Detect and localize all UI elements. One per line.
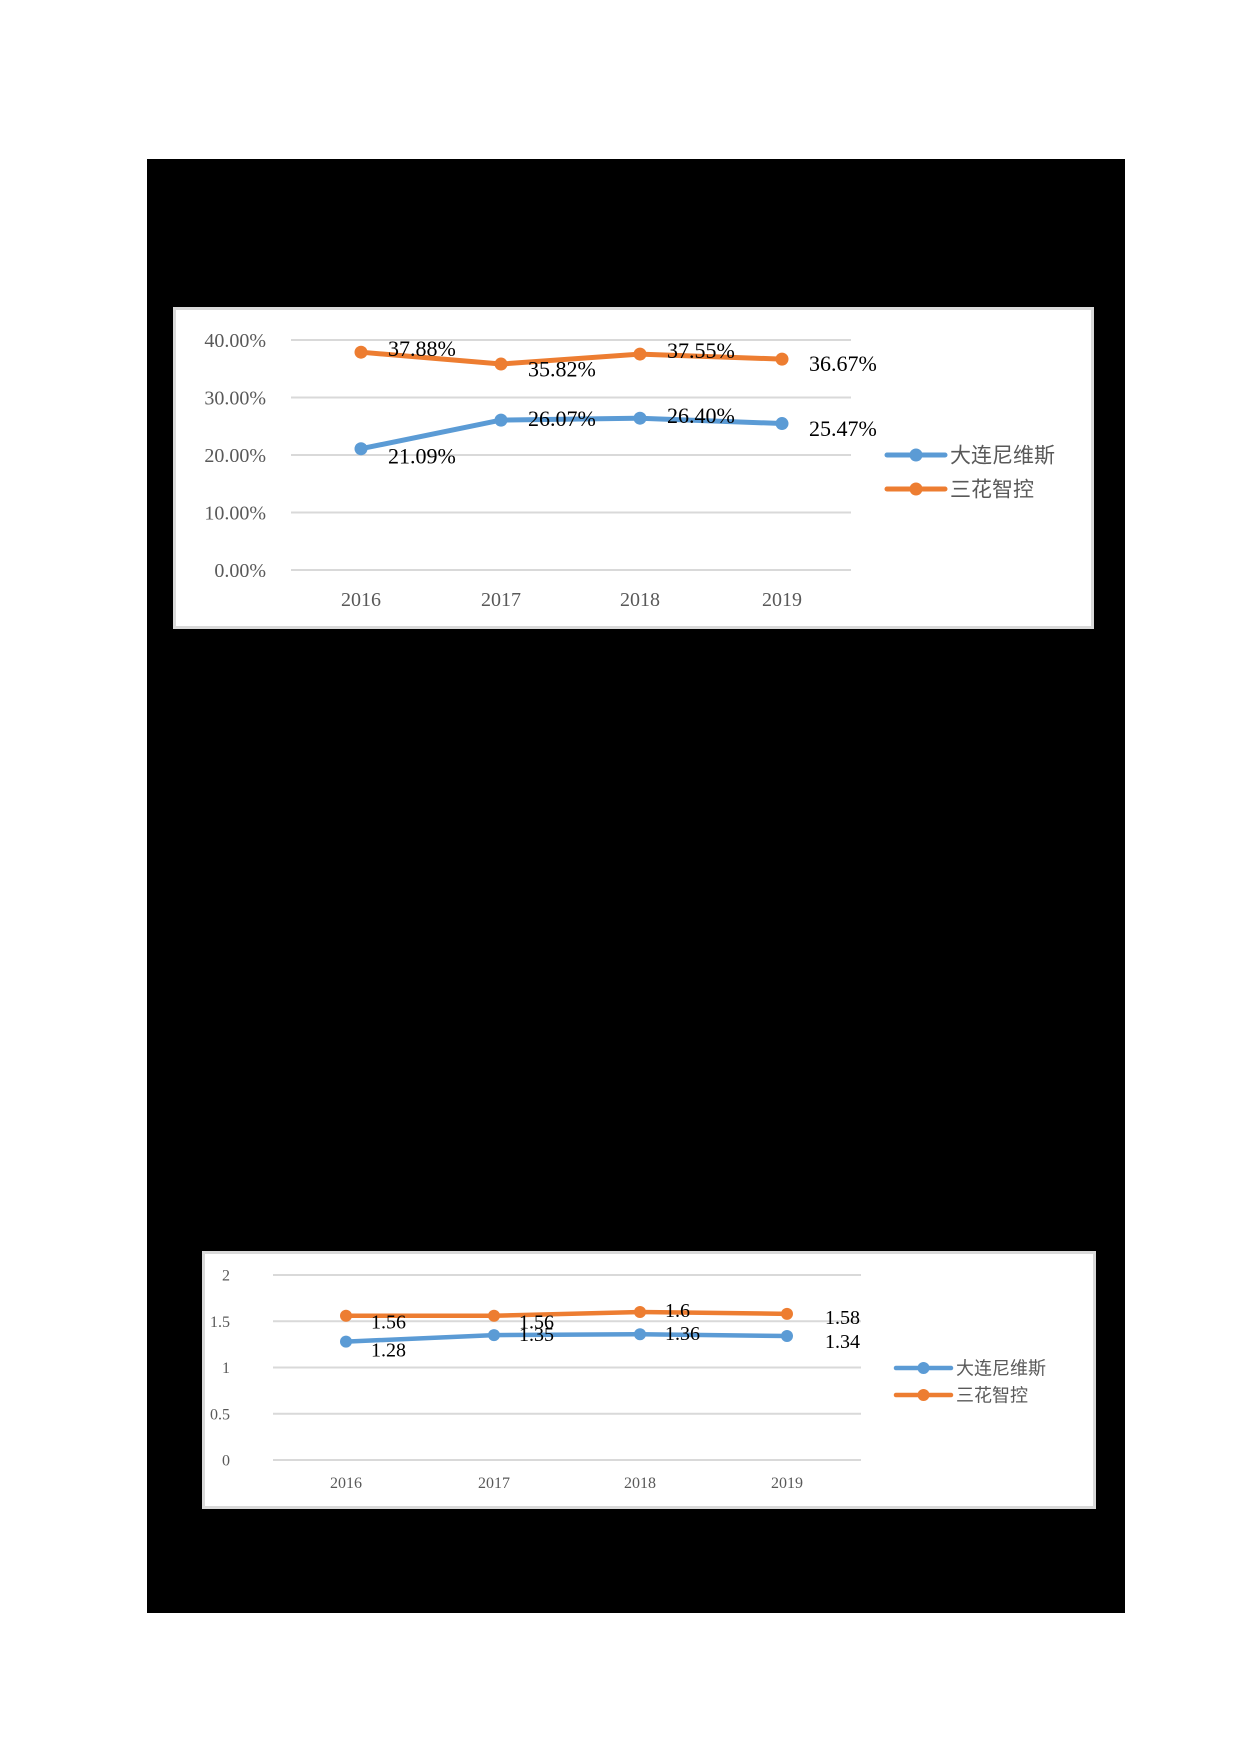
data-label: 21.09% (388, 443, 456, 468)
legend-label: 三花智控 (950, 478, 1034, 502)
data-label: 1.6 (665, 1300, 690, 1322)
data-label: 26.40% (667, 403, 735, 428)
data-point-marker (633, 411, 647, 425)
ratio-line-chart: 0 0.5 1 1.5 2 2016 2017 2018 2019 1.28 1.35 1.36 1.3… (202, 1251, 1096, 1509)
data-label: 1.56 (519, 1312, 554, 1334)
y-tick-label: 1.5 (210, 1314, 230, 1331)
data-point-marker (494, 413, 508, 427)
data-point-marker (354, 345, 368, 359)
data-label: 1.36 (665, 1323, 700, 1345)
data-label: 1.34 (825, 1331, 860, 1353)
data-point-marker (781, 1330, 793, 1343)
x-tick-label: 2017 (481, 589, 521, 611)
x-tick-label: 2019 (771, 1475, 803, 1492)
data-point-marker (634, 1306, 646, 1318)
data-point-marker (488, 1309, 500, 1322)
data-label: 1.58 (825, 1307, 860, 1329)
legend-label: 三花智控 (956, 1385, 1028, 1406)
chart-2-plot: 0 0.5 1 1.5 2 2016 2017 2018 2019 1.28 1.35 1.36 1.3… (210, 1268, 1046, 1492)
legend-marker-icon (909, 482, 923, 496)
chart-1-plot: 0.00% 10.00% 20.00% 30.00% 40.00% 2016 2017 201… (204, 330, 1055, 611)
series-line (346, 1309, 788, 1318)
data-point-marker (494, 357, 508, 371)
data-label: 1.35 (519, 1324, 554, 1346)
data-label: 37.88% (388, 336, 456, 361)
series-line (345, 1331, 788, 1344)
legend-marker-icon (917, 1362, 930, 1374)
y-tick-label: 1 (222, 1360, 230, 1377)
legend-label: 大连尼维斯 (956, 1358, 1046, 1379)
series-line (360, 349, 783, 367)
data-point-marker (354, 442, 368, 456)
legend-marker-icon (917, 1389, 930, 1401)
y-tick-label: 2 (222, 1268, 230, 1285)
x-tick-label: 2017 (478, 1475, 510, 1492)
y-tick-label: 30.00% (204, 388, 266, 410)
data-point-marker (340, 1309, 352, 1322)
y-tick-label: 0.5 (210, 1406, 230, 1423)
legend-label: 大连尼维斯 (950, 444, 1055, 468)
data-label: 36.67% (809, 351, 877, 376)
data-label: 1.56 (371, 1312, 406, 1334)
x-tick-label: 2019 (762, 589, 802, 611)
data-label: 1.28 (371, 1340, 406, 1362)
data-point-marker (633, 347, 647, 361)
data-label: 26.07% (528, 406, 596, 431)
data-label: 35.82% (528, 357, 596, 382)
y-tick-label: 40.00% (204, 330, 266, 352)
data-label: 37.55% (667, 338, 735, 363)
y-tick-label: 0.00% (214, 560, 266, 582)
legend-marker-icon (909, 448, 923, 462)
data-point-marker (488, 1329, 500, 1342)
x-tick-label: 2016 (330, 1475, 362, 1492)
data-point-marker (775, 352, 789, 366)
x-tick-label: 2018 (620, 589, 660, 611)
y-tick-label: 10.00% (204, 503, 266, 525)
data-point-marker (775, 417, 789, 431)
series-line (360, 415, 783, 452)
gross-margin-line-chart: 0.00% 10.00% 20.00% 30.00% 40.00% 2016 2017 201… (173, 307, 1094, 629)
y-tick-label: 0 (222, 1453, 230, 1470)
data-point-marker (781, 1307, 793, 1320)
data-point-marker (340, 1335, 352, 1348)
data-label: 25.47% (809, 416, 877, 441)
data-point-marker (634, 1328, 646, 1341)
x-tick-label: 2016 (341, 589, 381, 611)
y-tick-label: 20.00% (204, 445, 266, 467)
x-tick-label: 2018 (624, 1475, 656, 1492)
